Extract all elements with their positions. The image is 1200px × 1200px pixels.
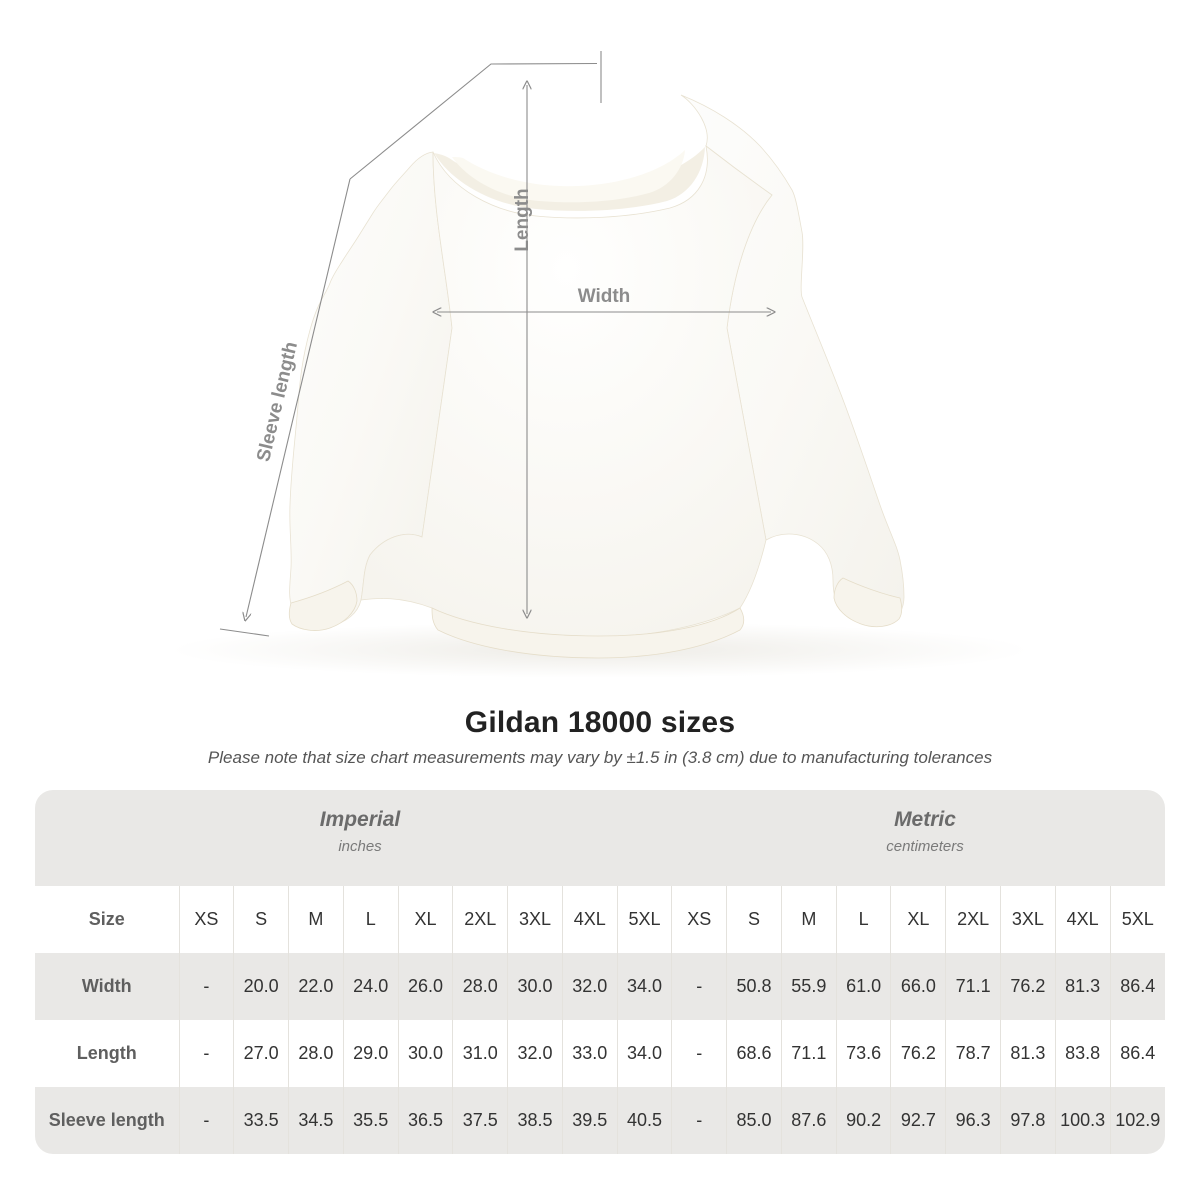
svg-text:Length: Length [512,188,533,251]
svg-text:Width: Width [578,286,631,307]
